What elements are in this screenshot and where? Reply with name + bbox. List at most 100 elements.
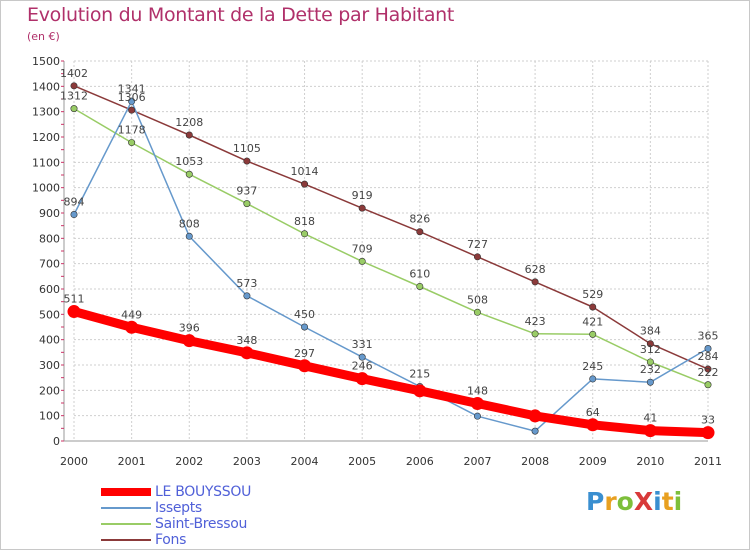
data-point bbox=[358, 257, 366, 265]
data-label: 449 bbox=[121, 308, 142, 321]
data-point bbox=[531, 278, 539, 286]
data-point bbox=[243, 200, 251, 208]
series-line-le-bouyssou bbox=[69, 307, 713, 438]
chart-subtitle: (en €) bbox=[27, 30, 60, 43]
data-point bbox=[531, 427, 539, 435]
data-labels: 511 449 396 348 297 246 148 64 41 33 894 1341 808 573… bbox=[60, 67, 719, 427]
data-label: 1014 bbox=[291, 165, 319, 178]
y-tick-label: 200 bbox=[39, 384, 60, 397]
y-tick-label: 1100 bbox=[32, 156, 60, 169]
data-label: 245 bbox=[582, 360, 603, 373]
data-label: 365 bbox=[698, 330, 719, 343]
data-label: 573 bbox=[236, 277, 257, 290]
data-label: 508 bbox=[467, 293, 488, 306]
data-point bbox=[128, 97, 136, 105]
data-label: 396 bbox=[179, 322, 200, 335]
series-line-fons bbox=[73, 85, 709, 370]
y-tick-label: 1000 bbox=[32, 182, 60, 195]
logo-letter: i bbox=[653, 487, 662, 516]
data-point bbox=[416, 282, 424, 290]
x-tick-label: 2002 bbox=[175, 455, 203, 468]
data-point bbox=[416, 228, 424, 236]
x-tick-label: 2006 bbox=[406, 455, 434, 468]
logo-letter: o bbox=[616, 487, 634, 516]
series-line-issepts bbox=[73, 100, 709, 432]
data-label: 937 bbox=[236, 185, 257, 198]
y-tick-label: 800 bbox=[39, 232, 60, 245]
data-point bbox=[240, 346, 254, 360]
legend-label: LE BOUYSSOU bbox=[155, 484, 252, 500]
data-label: 450 bbox=[294, 308, 315, 321]
logo-letter: P bbox=[586, 487, 605, 516]
y-tick-label: 1500 bbox=[32, 55, 60, 68]
x-tick-label: 2005 bbox=[348, 455, 376, 468]
x-tick-label: 2008 bbox=[521, 455, 549, 468]
data-label: 246 bbox=[352, 360, 373, 373]
data-point bbox=[185, 232, 193, 240]
legend-label: Saint-Bressou bbox=[155, 516, 248, 532]
data-label: 1178 bbox=[118, 124, 146, 137]
data-label: 64 bbox=[586, 406, 600, 419]
data-point bbox=[589, 375, 597, 383]
data-label: 727 bbox=[467, 238, 488, 251]
data-label: 808 bbox=[179, 217, 200, 230]
data-point bbox=[473, 253, 481, 261]
data-point bbox=[70, 105, 78, 113]
y-tick-label: 700 bbox=[39, 258, 60, 271]
data-point bbox=[704, 365, 712, 373]
data-label: 919 bbox=[352, 189, 373, 202]
data-point bbox=[646, 378, 654, 386]
x-tick-label: 2004 bbox=[291, 455, 319, 468]
x-tick-label: 2001 bbox=[118, 455, 146, 468]
data-label: 348 bbox=[236, 334, 257, 347]
data-point bbox=[70, 82, 78, 90]
data-point bbox=[301, 323, 309, 331]
y-tick-label: 1400 bbox=[32, 80, 60, 93]
data-point bbox=[470, 397, 484, 411]
series-line-saint-bressou bbox=[73, 107, 709, 386]
y-tick-label: 500 bbox=[39, 308, 60, 321]
data-point bbox=[355, 372, 369, 386]
data-point bbox=[301, 180, 309, 188]
x-tick-label: 2007 bbox=[463, 455, 491, 468]
data-point bbox=[128, 106, 136, 114]
y-tick-label: 600 bbox=[39, 283, 60, 296]
data-label: 1402 bbox=[60, 67, 88, 80]
data-point bbox=[646, 358, 654, 366]
data-label: 384 bbox=[640, 325, 661, 338]
proxiti-logo: ProXiti bbox=[586, 487, 682, 516]
y-tick-label: 1300 bbox=[32, 106, 60, 119]
data-label: 41 bbox=[643, 412, 657, 425]
data-point bbox=[531, 330, 539, 338]
data-point bbox=[704, 381, 712, 389]
data-point bbox=[185, 131, 193, 139]
data-label: 1208 bbox=[175, 116, 203, 129]
x-tick-label: 2003 bbox=[233, 455, 261, 468]
data-label: 818 bbox=[294, 215, 315, 228]
data-label: 421 bbox=[582, 315, 603, 328]
data-point bbox=[701, 426, 715, 440]
legend-label: Issepts bbox=[155, 500, 202, 516]
data-point bbox=[185, 170, 193, 178]
logo-letter: t bbox=[661, 487, 674, 516]
data-label: 284 bbox=[698, 350, 719, 363]
logo-letter: X bbox=[633, 487, 654, 516]
data-label: 1306 bbox=[118, 91, 146, 104]
data-label: 215 bbox=[409, 368, 430, 381]
data-point bbox=[589, 330, 597, 338]
data-label: 33 bbox=[701, 414, 715, 427]
data-label: 709 bbox=[352, 242, 373, 255]
data-point bbox=[413, 384, 427, 398]
x-tick-label: 2011 bbox=[694, 455, 722, 468]
x-tick-label: 2010 bbox=[636, 455, 664, 468]
data-point bbox=[704, 345, 712, 353]
legend-label: Fons bbox=[155, 532, 187, 548]
legend-swatch bbox=[101, 539, 151, 541]
data-point bbox=[473, 412, 481, 420]
legend-swatch bbox=[101, 488, 151, 496]
data-label: 331 bbox=[352, 338, 373, 351]
data-point bbox=[125, 320, 139, 334]
data-label: 297 bbox=[294, 347, 315, 360]
